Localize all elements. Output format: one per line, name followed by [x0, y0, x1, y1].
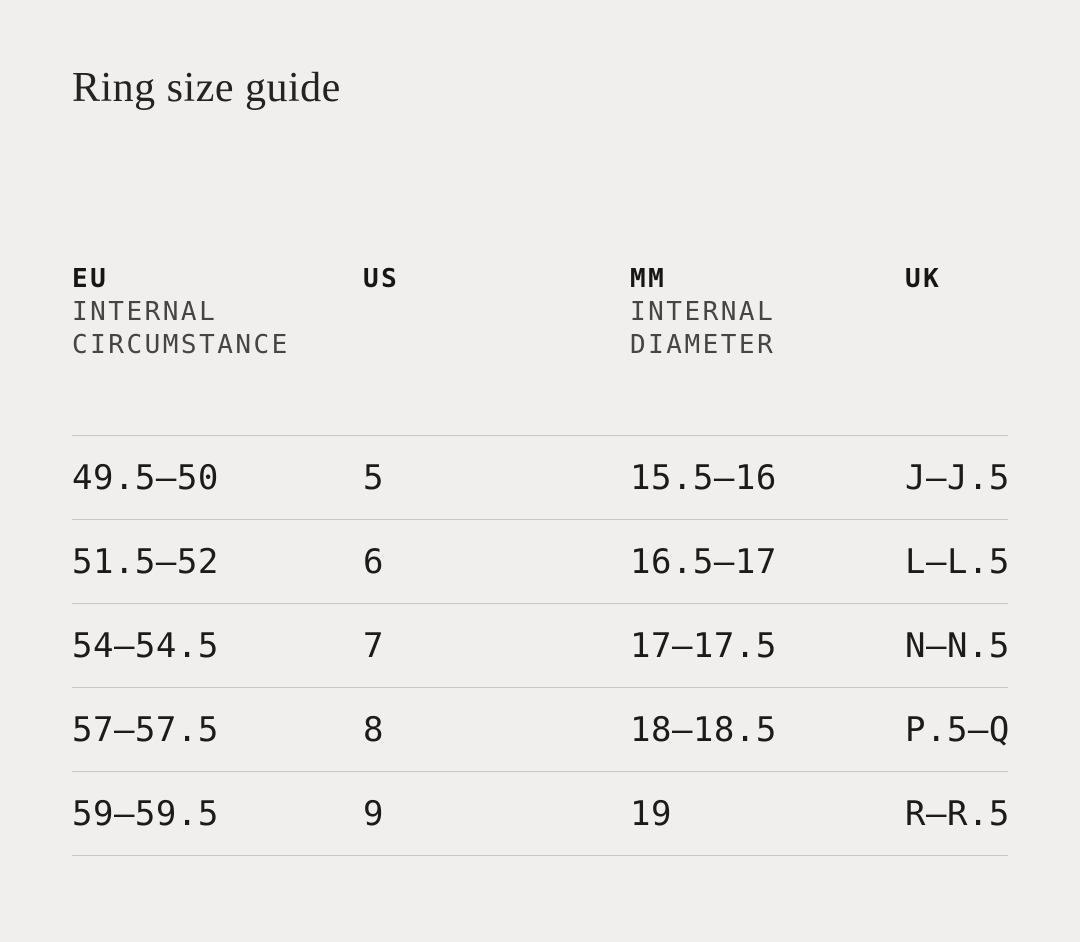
cell-us: 8 — [363, 709, 384, 750]
cell-uk: N—N.5 — [905, 625, 1010, 666]
column-sublabel: INTERNAL DIAMETER — [630, 297, 776, 360]
cell-eu: 59—59.5 — [72, 793, 219, 834]
column-header-uk: UK — [905, 263, 1008, 362]
cell-us: 5 — [363, 457, 384, 498]
table-header-row: EU INTERNAL CIRCUMSTANCE US MM INTERNAL … — [72, 263, 1008, 362]
page-title: Ring size guide — [72, 65, 341, 111]
table-row: 51.5—52 6 16.5—17 L—L.5 — [72, 519, 1010, 603]
cell-mm: 17—17.5 — [630, 625, 777, 666]
cell-mm: 19 — [630, 793, 672, 834]
table-body: 49.5—50 5 15.5—16 J—J.5 51.5—52 6 16.5—1… — [72, 435, 1010, 856]
cell-eu: 49.5—50 — [72, 457, 219, 498]
cell-eu: 51.5—52 — [72, 541, 219, 582]
column-header-us: US — [363, 263, 630, 362]
column-header-eu: EU INTERNAL CIRCUMSTANCE — [72, 263, 363, 362]
cell-uk: P.5—Q — [905, 709, 1010, 750]
cell-uk: R—R.5 — [905, 793, 1010, 834]
table-row: 54—54.5 7 17—17.5 N—N.5 — [72, 603, 1010, 687]
cell-mm: 16.5—17 — [630, 541, 777, 582]
cell-eu: 57—57.5 — [72, 709, 219, 750]
column-header-mm: MM INTERNAL DIAMETER — [630, 263, 905, 362]
column-sublabel: INTERNAL CIRCUMSTANCE — [72, 297, 290, 360]
ring-size-table: EU INTERNAL CIRCUMSTANCE US MM INTERNAL … — [72, 263, 1010, 856]
cell-us: 6 — [363, 541, 384, 582]
table-row: 59—59.5 9 19 R—R.5 — [72, 771, 1010, 855]
cell-eu: 54—54.5 — [72, 625, 219, 666]
column-label: MM — [630, 264, 667, 294]
cell-uk: J—J.5 — [905, 457, 1010, 498]
cell-mm: 18—18.5 — [630, 709, 777, 750]
cell-mm: 15.5—16 — [630, 457, 777, 498]
table-row: 49.5—50 5 15.5—16 J—J.5 — [72, 435, 1010, 519]
column-label: EU — [72, 264, 109, 294]
column-label: UK — [905, 264, 942, 294]
cell-us: 7 — [363, 625, 384, 666]
table-row: 57—57.5 8 18—18.5 P.5—Q — [72, 687, 1010, 771]
cell-uk: L—L.5 — [905, 541, 1010, 582]
column-label: US — [363, 264, 400, 294]
cell-us: 9 — [363, 793, 384, 834]
